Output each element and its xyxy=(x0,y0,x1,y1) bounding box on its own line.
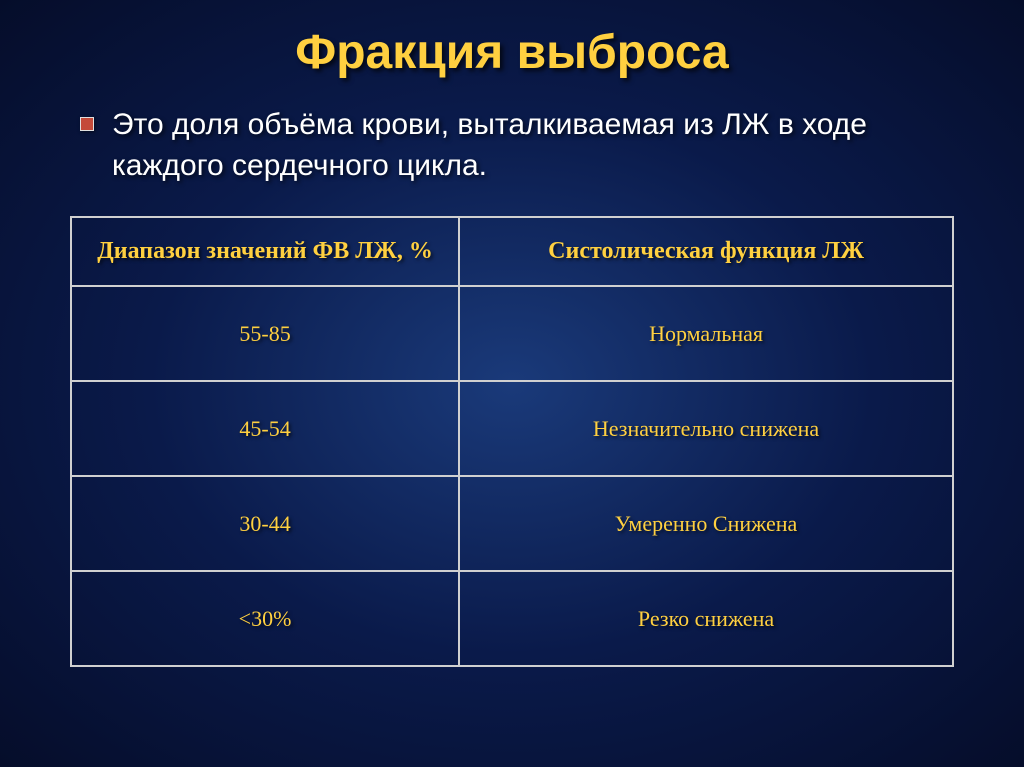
table-header-cell: Диапазон значений ФВ ЛЖ, % xyxy=(71,217,459,286)
table-cell: 30-44 xyxy=(71,476,459,571)
table-header-cell: Систолическая функция ЛЖ xyxy=(459,217,953,286)
ef-table: Диапазон значений ФВ ЛЖ, % Систолическая… xyxy=(70,216,954,667)
table-cell: Резко снижена xyxy=(459,571,953,666)
table-cell: Незначительно снижена xyxy=(459,381,953,476)
bullet-marker-icon xyxy=(80,117,94,131)
table-container: Диапазон значений ФВ ЛЖ, % Систолическая… xyxy=(60,216,964,667)
table-row: 45-54 Незначительно снижена xyxy=(71,381,953,476)
table-row: 30-44 Умеренно Снижена xyxy=(71,476,953,571)
table-header-row: Диапазон значений ФВ ЛЖ, % Систолическая… xyxy=(71,217,953,286)
table-row: 55-85 Нормальная xyxy=(71,286,953,381)
bullet-item: Это доля объёма крови, выталкиваемая из … xyxy=(60,105,964,186)
table-cell: <30% xyxy=(71,571,459,666)
table-cell: Умеренно Снижена xyxy=(459,476,953,571)
table-cell: Нормальная xyxy=(459,286,953,381)
table-cell: 45-54 xyxy=(71,381,459,476)
bullet-text: Это доля объёма крови, выталкиваемая из … xyxy=(112,105,964,186)
slide-title: Фракция выброса xyxy=(60,25,964,80)
table-cell: 55-85 xyxy=(71,286,459,381)
slide-container: Фракция выброса Это доля объёма крови, в… xyxy=(0,0,1024,767)
table-row: <30% Резко снижена xyxy=(71,571,953,666)
